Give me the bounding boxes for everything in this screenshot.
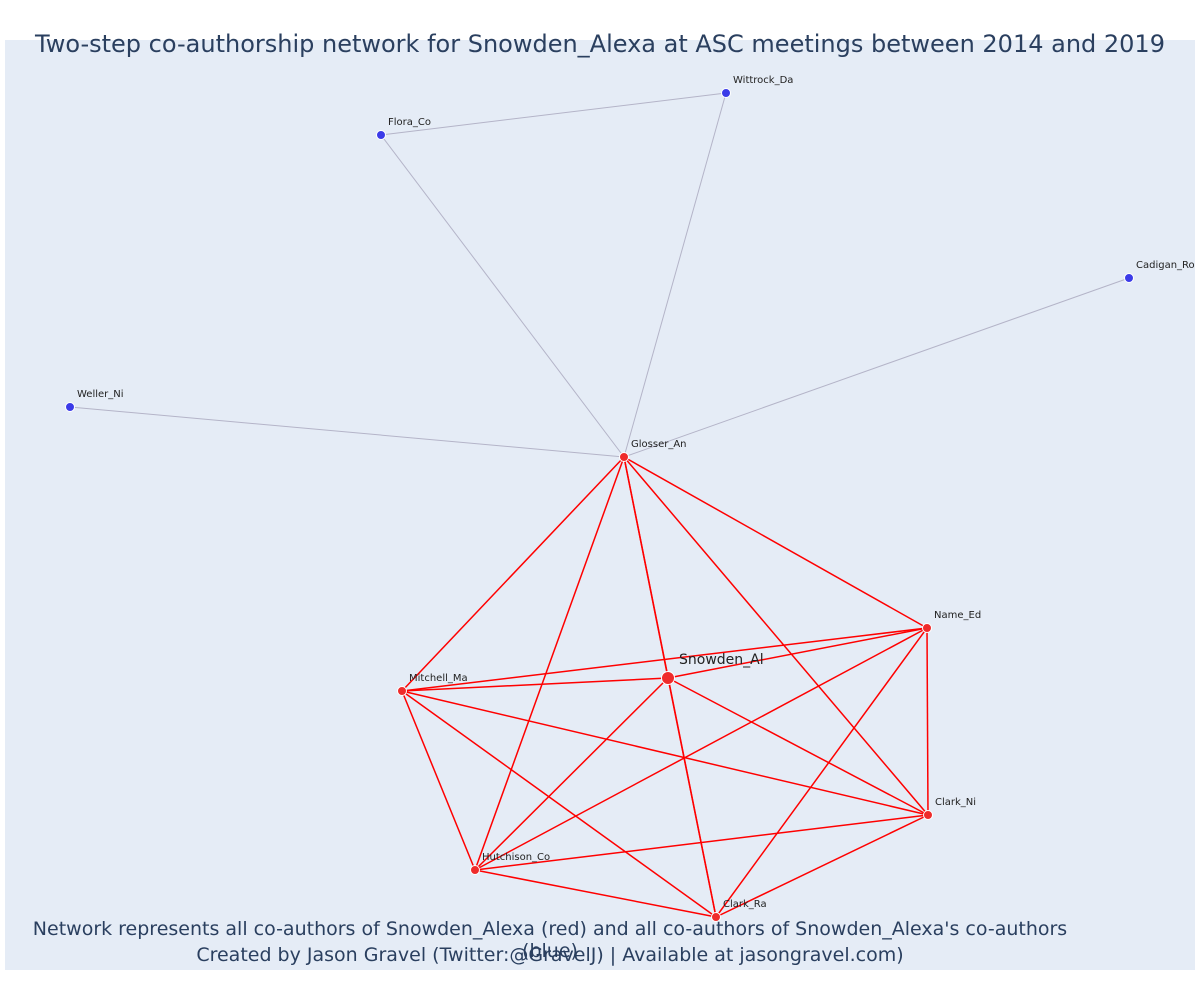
node-Mitchell_Ma[interactable] (397, 686, 407, 696)
caption-line-1: Network represents all co-authors of Sno… (32, 918, 1068, 962)
edge-Glosser_An-Mitchell_Ma (401, 456, 625, 692)
node-Weller_Ni[interactable] (65, 402, 75, 412)
edge-Name_Ed-Clark_Ra (715, 627, 928, 918)
node-Glosser_An[interactable] (619, 452, 629, 462)
edge-Glosser_An-Cadigan_Ro (623, 277, 1130, 458)
edges-layer (69, 92, 1130, 918)
plot-background (5, 40, 1195, 970)
edge-Glosser_An-Name_Ed (623, 456, 928, 629)
edge-Glosser_An-Wittrock_Da (623, 92, 727, 458)
node-label-Weller_Ni: Weller_Ni (77, 389, 124, 400)
edge-Glosser_An-Hutchison_Co (474, 456, 625, 871)
edge-Name_Ed-Mitchell_Ma (401, 627, 928, 692)
edge-Flora_Co-Wittrock_Da (380, 92, 727, 136)
node-label-Name_Ed: Name_Ed (934, 610, 981, 621)
node-Cadigan_Ro[interactable] (1124, 273, 1134, 283)
edge-Clark_Ni-Hutchison_Co (474, 814, 929, 871)
node-label-Mitchell_Ma: Mitchell_Ma (409, 673, 468, 684)
node-Clark_Ni[interactable] (923, 810, 933, 820)
edge-Mitchell_Ma-Hutchison_Co (401, 690, 476, 871)
edge-Snowden_Al-Mitchell_Ma (401, 677, 669, 692)
node-Hutchison_Co[interactable] (470, 865, 480, 875)
node-label-Clark_Ni: Clark_Ni (935, 797, 976, 808)
edge-Clark_Ni-Clark_Ra (715, 814, 929, 918)
edge-Glosser_An-Weller_Ni (69, 406, 625, 458)
caption-line-2: Created by Jason Gravel (Twitter:@Gravel… (196, 944, 904, 966)
node-label-Hutchison_Co: Hutchison_Co (482, 852, 550, 863)
edge-Glosser_An-Clark_Ra (623, 456, 717, 918)
edge-Hutchison_Co-Clark_Ra (474, 869, 717, 918)
node-label-Flora_Co: Flora_Co (388, 117, 431, 128)
node-label-Cadigan_Ro: Cadigan_Ro (1136, 260, 1195, 271)
edge-Snowden_Al-Clark_Ni (667, 677, 929, 816)
chart-title: Two-step co-authorship network for Snowd… (35, 30, 1165, 58)
edge-Mitchell_Ma-Clark_Ra (401, 690, 717, 918)
node-Wittrock_Da[interactable] (721, 88, 731, 98)
node-label-Glosser_An: Glosser_An (631, 439, 687, 450)
node-label-Snowden_Al: Snowden_Al (679, 652, 764, 668)
edge-Mitchell_Ma-Clark_Ni (401, 690, 929, 816)
node-label-Clark_Ra: Clark_Ra (723, 899, 767, 910)
edge-Name_Ed-Clark_Ni (926, 627, 929, 816)
nodes-layer: Snowden_Al Glosser_An Name_Ed Mitchell_Ma Cl… (65, 75, 1195, 922)
edge-Glosser_An-Flora_Co (380, 134, 625, 458)
edge-Snowden_Al-Hutchison_Co (474, 677, 669, 871)
node-Name_Ed[interactable] (922, 623, 932, 633)
node-Snowden_Al[interactable] (661, 671, 675, 685)
node-Flora_Co[interactable] (376, 130, 386, 140)
edge-Glosser_An-Clark_Ni (623, 456, 929, 816)
node-Clark_Ra[interactable] (711, 912, 721, 922)
edge-Snowden_Al-Name_Ed (667, 627, 928, 679)
node-label-Wittrock_Da: Wittrock_Da (733, 75, 793, 86)
edge-Name_Ed-Hutchison_Co (474, 627, 928, 871)
